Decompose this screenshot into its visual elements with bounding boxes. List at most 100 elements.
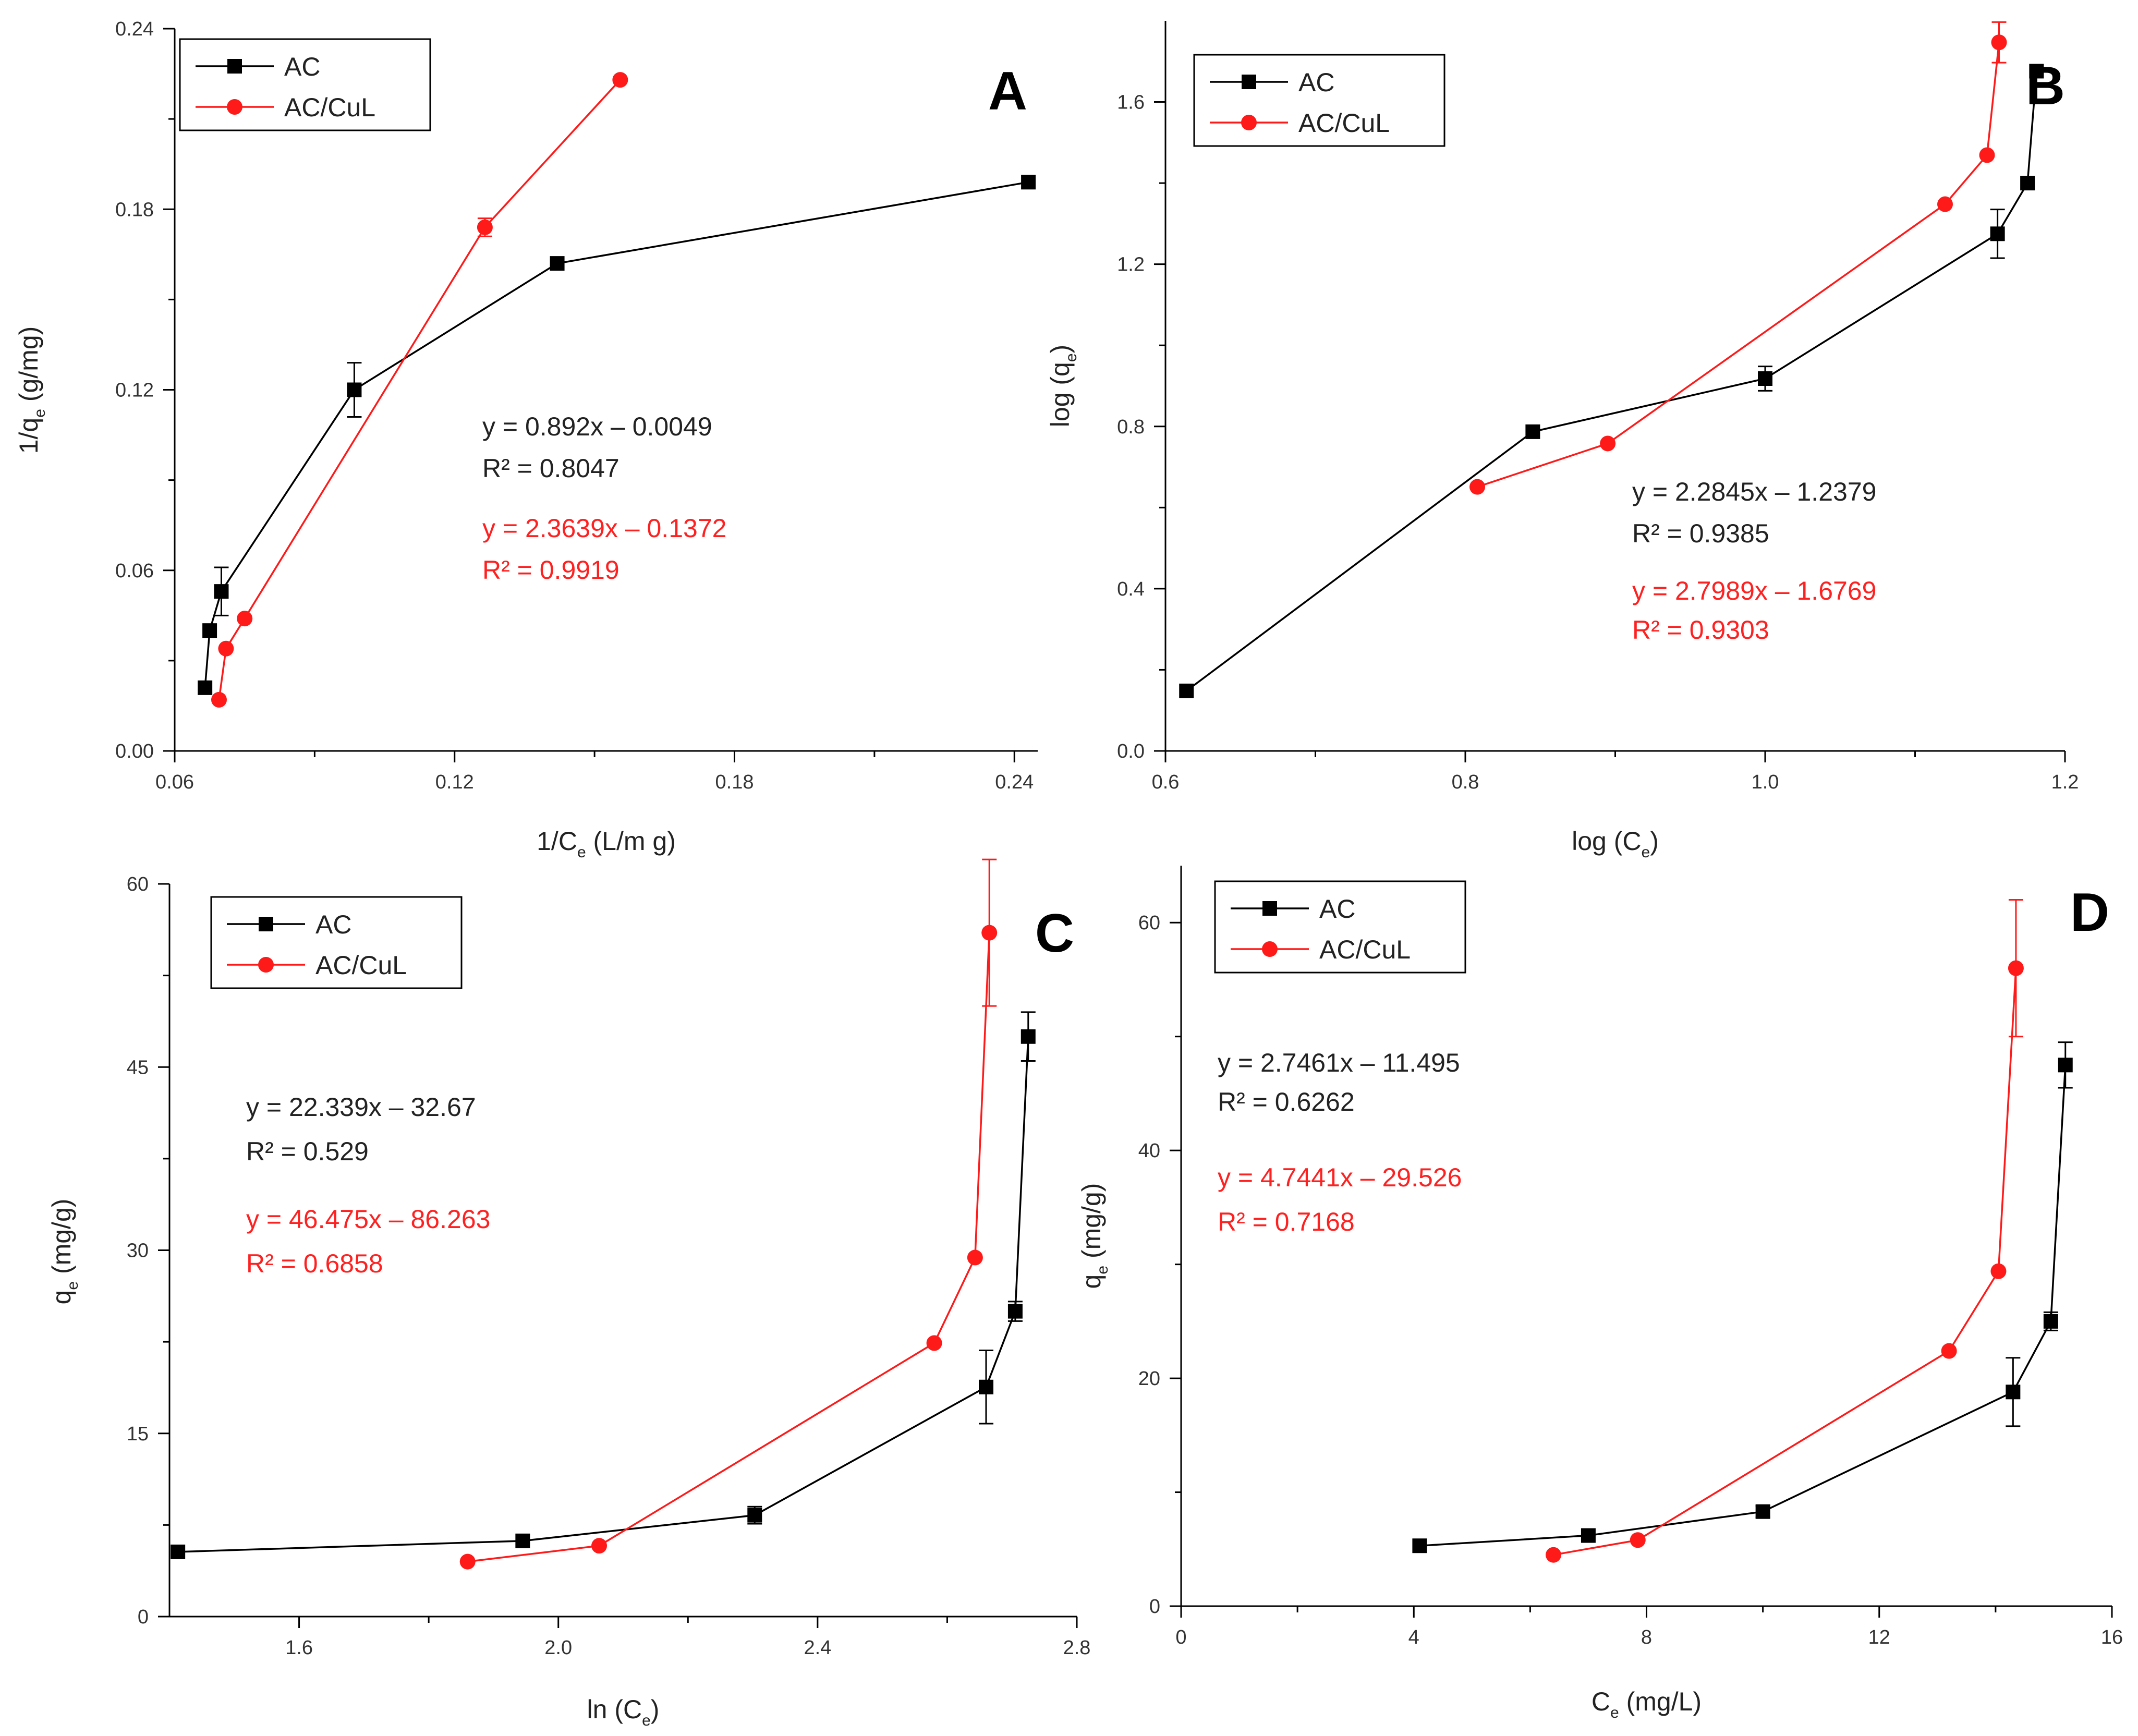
- data-point-ac: [1581, 1528, 1596, 1543]
- series-line-ac: [1419, 1065, 2067, 1547]
- y-axis-title: qe (mg/g): [47, 1199, 81, 1305]
- equation-ac: y = 2.2845x – 1.2379: [1632, 477, 1876, 506]
- data-point-ac: [515, 1533, 530, 1548]
- data-point-ac: [747, 1508, 762, 1523]
- x-axis-title-subscript: e: [577, 844, 586, 861]
- x-axis-title-main: 1/C: [537, 827, 577, 856]
- series-line-ac-cul: [1477, 42, 2000, 488]
- y-tick-label: 0.12: [115, 380, 154, 402]
- r-squared-ac: R² = 0.8047: [482, 454, 619, 483]
- r-squared-ac-cul: R² = 0.7168: [1218, 1207, 1355, 1236]
- legend-label-ac-cul: AC/CuL: [1319, 935, 1411, 964]
- data-point-ac: [2043, 1314, 2058, 1329]
- x-tick-label: 8: [1641, 1626, 1652, 1648]
- data-point-ac-cul: [218, 640, 234, 657]
- r-squared-ac: R² = 0.6262: [1218, 1087, 1355, 1116]
- data-point-ac-cul: [981, 925, 998, 941]
- legend-marker-ac-cul: [258, 957, 274, 973]
- y-tick-label: 1.6: [1117, 92, 1145, 114]
- y-tick-label: 0.18: [115, 199, 154, 221]
- x-tick-label: 0: [1175, 1626, 1186, 1648]
- x-axis-title-subscript: e: [642, 1712, 651, 1729]
- data-point-ac-cul: [459, 1553, 476, 1570]
- legend-label-ac: AC: [1298, 68, 1334, 97]
- y-axis-title-suffix: (mg/g): [47, 1199, 76, 1281]
- data-point-ac: [1412, 1538, 1427, 1553]
- r-squared-ac-cul: R² = 0.9919: [482, 555, 619, 585]
- x-tick-label: 2.4: [804, 1637, 831, 1659]
- y-tick-label: 60: [127, 873, 149, 895]
- x-axis-title: Ce (mg/L): [1592, 1687, 1702, 1721]
- x-tick-label: 0.6: [1152, 771, 1180, 793]
- legend-box: [179, 38, 431, 131]
- legend-marker-ac-cul: [1241, 115, 1257, 130]
- y-tick-label: 40: [1138, 1140, 1160, 1162]
- data-point-ac: [2006, 1385, 2021, 1400]
- legend-marker-ac: [259, 917, 273, 931]
- data-point-ac-cul: [967, 1249, 983, 1266]
- data-point-ac: [1021, 1029, 1036, 1044]
- x-axis-title-suffix: ): [651, 1695, 660, 1724]
- data-point-ac: [214, 584, 229, 599]
- x-tick-label: 16: [2101, 1626, 2123, 1648]
- x-tick-label: 1.2: [2051, 771, 2079, 793]
- data-point-ac-cul: [1546, 1547, 1561, 1563]
- data-point-ac: [2029, 64, 2044, 79]
- y-tick-label: 15: [127, 1423, 149, 1445]
- x-tick-label: 2.8: [1063, 1637, 1091, 1659]
- y-axis-title-subscript: e: [1094, 1266, 1111, 1274]
- x-axis-title-suffix: ): [1650, 827, 1659, 856]
- x-axis-title-main: C: [1592, 1687, 1610, 1716]
- y-axis-title-subscript: e: [1063, 353, 1080, 362]
- x-tick-label: 0.24: [995, 771, 1034, 793]
- legend-label-ac: AC: [1319, 894, 1355, 924]
- data-point-ac-cul: [1990, 1263, 2007, 1279]
- y-axis-title-suffix: (g/mg): [14, 326, 43, 409]
- x-axis-title: ln (Ce): [587, 1695, 660, 1729]
- legend-marker-ac-cul: [1262, 941, 1278, 957]
- legend-marker-ac: [227, 59, 242, 74]
- series-line-ac: [1186, 71, 2038, 692]
- data-point-ac: [1179, 683, 1194, 698]
- x-tick-label: 0.18: [715, 771, 754, 793]
- data-point-ac-cul: [591, 1538, 608, 1554]
- data-point-ac: [202, 623, 217, 638]
- panel-letter: A: [988, 61, 1027, 122]
- data-point-ac: [1021, 175, 1036, 190]
- y-tick-label: 20: [1138, 1368, 1160, 1390]
- y-axis-title-main: 1/q: [14, 418, 43, 454]
- y-tick-label: 0.8: [1117, 416, 1145, 438]
- x-axis-title: 1/Ce (L/m g): [537, 827, 676, 861]
- y-tick-label: 0: [138, 1606, 149, 1628]
- data-point-ac: [550, 256, 565, 271]
- legend-box: [210, 896, 463, 989]
- y-axis-title-subscript: e: [64, 1281, 81, 1290]
- data-point-ac: [2058, 1058, 2073, 1073]
- x-axis-title-suffix: (L/m g): [586, 827, 676, 856]
- data-point-ac-cul: [1979, 147, 1995, 163]
- r-squared-ac: R² = 0.9385: [1632, 519, 1769, 548]
- x-axis-title-suffix: (mg/L): [1619, 1687, 1702, 1716]
- equation-ac-cul: y = 2.7989x – 1.6769: [1632, 576, 1876, 605]
- y-axis-title-suffix: (mg/g): [1077, 1183, 1106, 1266]
- y-tick-label: 0.24: [115, 18, 154, 40]
- data-point-ac: [1525, 424, 1540, 439]
- y-tick-label: 45: [127, 1057, 149, 1078]
- legend-label-ac-cul: AC/CuL: [284, 93, 375, 122]
- series-line-ac-cul: [467, 932, 990, 1563]
- x-tick-label: 4: [1408, 1626, 1419, 1648]
- equation-ac-cul: y = 46.475x – 86.263: [246, 1205, 490, 1234]
- y-axis-title-main: log (q: [1046, 362, 1075, 427]
- data-point-ac: [979, 1379, 993, 1394]
- y-tick-label: 0.0: [1117, 740, 1145, 762]
- equation-ac-cul: y = 2.3639x – 0.1372: [482, 514, 726, 543]
- series-line-ac-cul: [218, 79, 621, 700]
- x-tick-label: 0.8: [1452, 771, 1479, 793]
- y-axis-title-main: q: [1077, 1274, 1106, 1289]
- data-point-ac-cul: [2008, 960, 2024, 976]
- y-tick-label: 0.06: [115, 560, 154, 582]
- y-axis-title-subscript: e: [31, 409, 48, 418]
- legend-marker-ac: [1262, 901, 1277, 916]
- legend-box: [1193, 54, 1445, 147]
